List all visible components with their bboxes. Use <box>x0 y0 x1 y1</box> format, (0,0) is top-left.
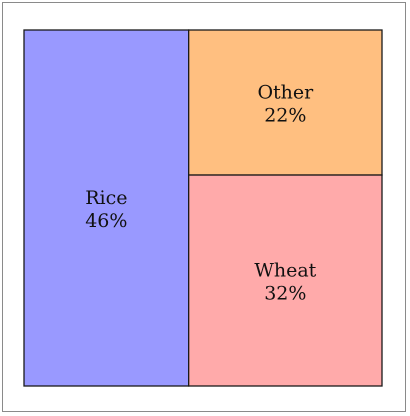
tile-label-other: Other <box>257 82 314 104</box>
treemap-tile-rice <box>23 29 190 387</box>
treemap-tile-other <box>188 29 383 176</box>
tile-label-wheat: Wheat <box>254 260 316 282</box>
tile-value-wheat: 32% <box>264 283 306 305</box>
treemap-tile-wheat <box>188 174 383 387</box>
tile-value-other: 22% <box>264 105 306 127</box>
tile-value-rice: 46% <box>85 210 127 232</box>
tile-label-rice: Rice <box>85 187 127 209</box>
